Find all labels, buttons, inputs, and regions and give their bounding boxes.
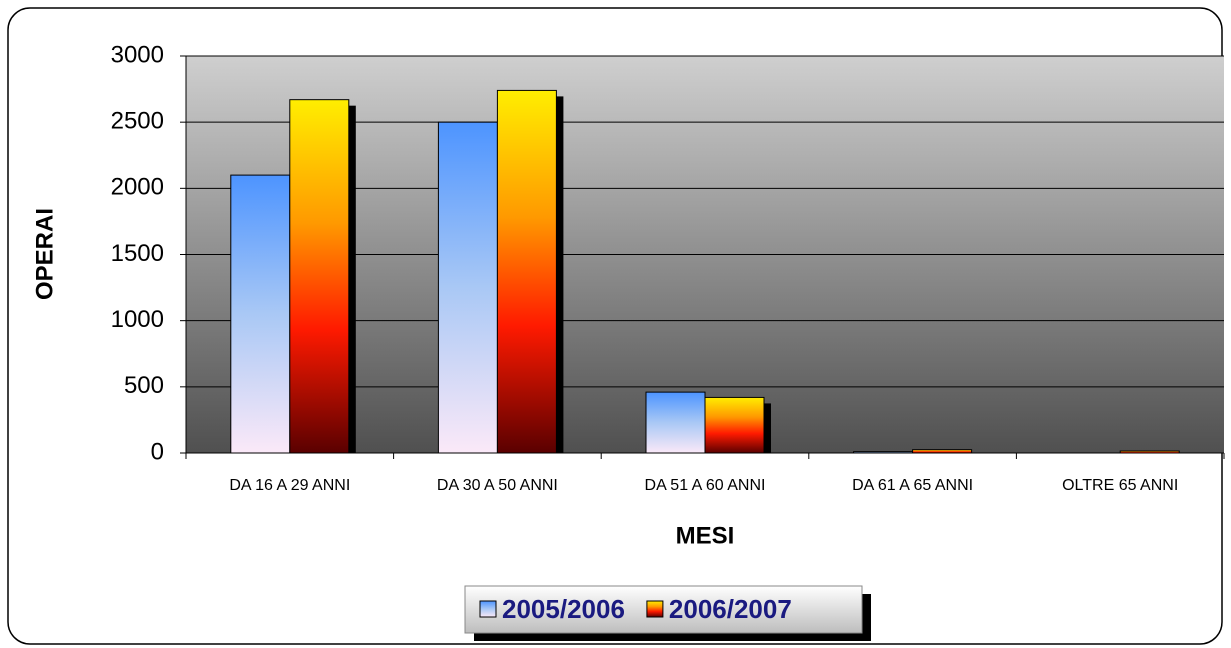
x-axis-label: MESI [676,522,735,549]
bar [437,121,498,454]
y-tick-label: 1000 [111,306,164,333]
legend-items: 2005/2006 2006/2007 [479,594,792,624]
bar [645,391,706,454]
x-tick-label: OLTRE 65 ANNI [1062,477,1178,494]
legend-label: 2006/2007 [669,594,792,624]
x-tick-label: DA 30 A 50 ANNI [437,477,558,494]
y-tick-label: 0 [151,438,164,465]
legend-label: 2005/2006 [502,594,625,624]
y-tick-label: 1500 [111,240,164,267]
y-axis-label: OPERAI [31,208,58,300]
y-tick-label: 2500 [111,108,164,135]
legend [464,585,863,634]
bar [704,396,765,454]
x-tick-label: DA 61 A 65 ANNI [852,477,973,494]
legend-swatch [479,600,497,618]
x-tick-label: DA 51 A 60 ANNI [645,477,766,494]
y-tick-label: 2000 [111,174,164,201]
bar [496,89,557,454]
x-tick-label: DA 16 A 29 ANNI [229,477,350,494]
bar [289,99,350,454]
y-tick-label: 3000 [111,41,164,68]
y-tick-label: 500 [124,372,164,399]
bar [230,174,291,454]
legend-swatch [646,600,664,618]
